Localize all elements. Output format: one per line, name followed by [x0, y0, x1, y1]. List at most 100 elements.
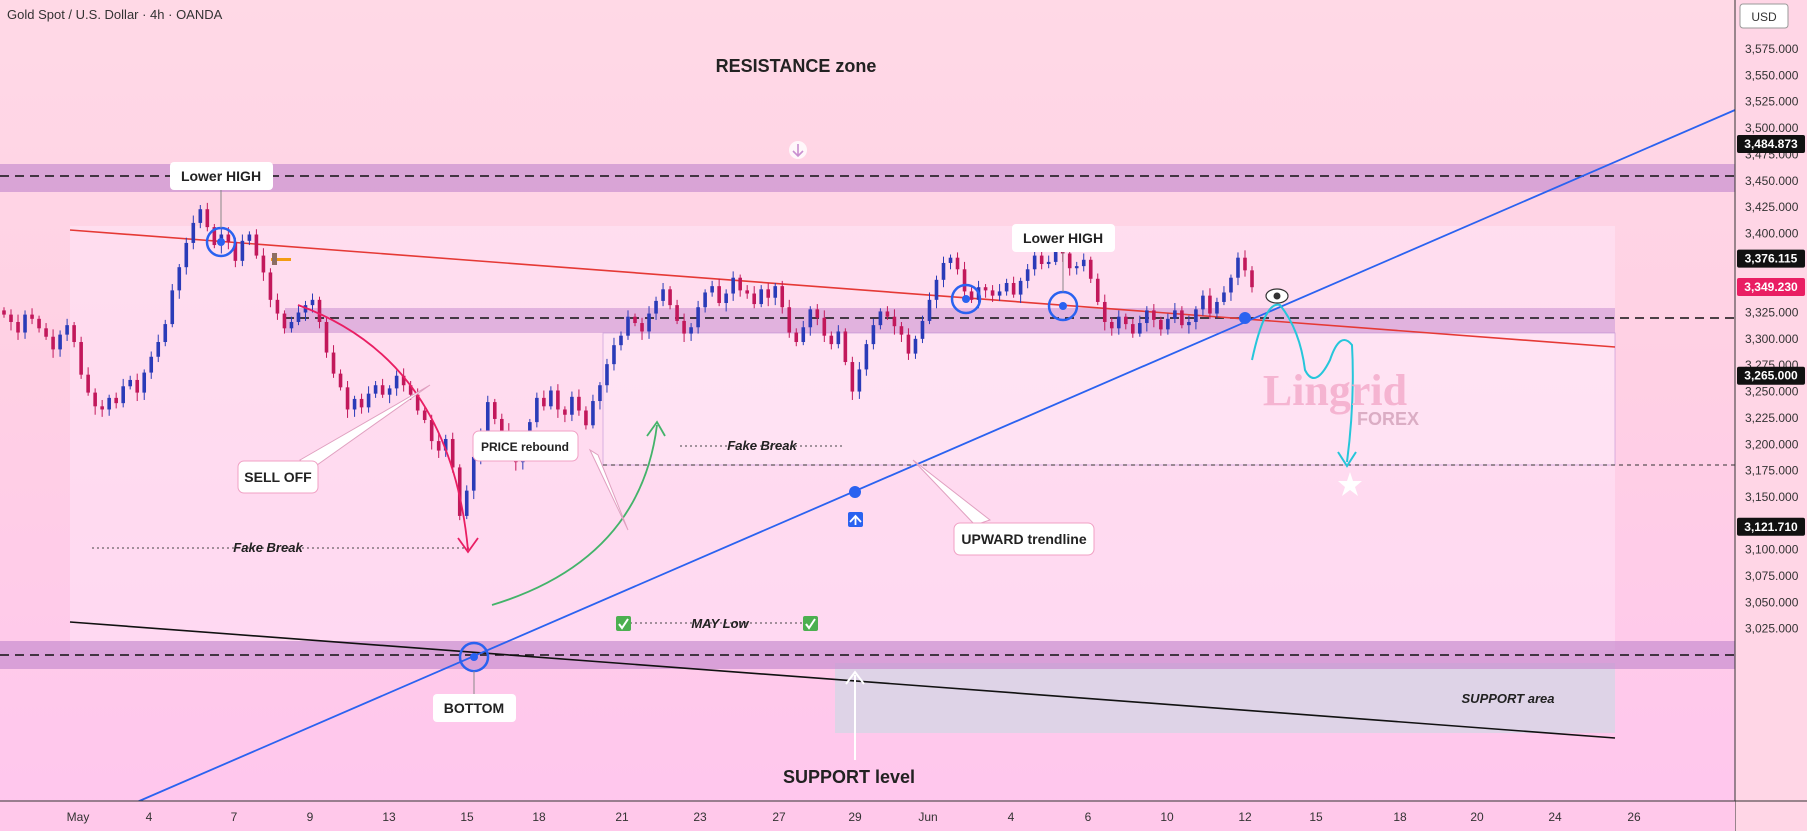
y-tick-label: 3,525.000 — [1745, 95, 1799, 109]
candle-body — [1236, 257, 1240, 278]
candle-body — [1109, 321, 1114, 329]
candle-body — [1187, 321, 1191, 326]
support-area-text: SUPPORT area — [1462, 691, 1555, 706]
candle-body — [654, 300, 658, 314]
candle-body — [808, 309, 813, 328]
resistance-zone-band — [0, 164, 1735, 192]
candle-body — [163, 324, 168, 343]
candle-body — [394, 375, 399, 389]
candle-body — [226, 234, 231, 242]
candle-body — [766, 289, 771, 298]
candle-body — [373, 385, 378, 394]
candle-body — [205, 209, 210, 228]
candle-body — [752, 293, 757, 305]
price-label: 3,349.230 — [1744, 280, 1798, 294]
candle-body — [626, 316, 630, 336]
candle-body — [836, 331, 841, 345]
candle-body — [591, 401, 595, 426]
currency-box[interactable]: USD — [1739, 3, 1789, 29]
candle-body — [1250, 270, 1254, 288]
x-tick-label: 4 — [1008, 810, 1015, 824]
candle-body — [1222, 292, 1226, 302]
candle-body — [822, 317, 827, 336]
price-label-bg — [1737, 249, 1805, 268]
trendline-touch-marker — [849, 486, 861, 498]
range-top-band — [285, 308, 1615, 333]
candle-body — [556, 390, 560, 410]
candle-body — [436, 441, 441, 451]
projection-path — [1251, 303, 1354, 463]
candle-body — [401, 375, 406, 386]
projection-arrowhead — [1337, 451, 1357, 468]
candle-body — [871, 325, 876, 345]
price-labels: 3,484.873 3,376.115 3,349.230 3,265.000 3,12… — [1737, 134, 1805, 536]
price-rebound-text: PRICE rebound — [481, 440, 569, 454]
candle-body — [114, 397, 118, 404]
price-label: 3,265.000 — [1744, 369, 1798, 383]
bottom-text: BOTTOM — [444, 700, 504, 716]
resistance-zone-label: RESISTANCE zone — [716, 56, 877, 76]
up-arrow-icon — [848, 512, 863, 527]
candle-body — [584, 410, 588, 426]
support-level-label: SUPPORT level — [783, 767, 915, 787]
candle-body — [422, 410, 427, 421]
x-tick-label: 13 — [382, 810, 396, 824]
fake-break-left-text: Fake Break — [233, 540, 303, 555]
y-tick-label: 3,550.000 — [1745, 68, 1799, 82]
candle-body — [51, 336, 55, 350]
candle-body — [380, 385, 385, 395]
candle-body — [485, 402, 490, 433]
price-axis[interactable]: 3,575.0003,550.0003,525.0003,500.0003,47… — [1745, 42, 1799, 636]
candle-body — [843, 331, 848, 363]
price-label-bg — [1737, 517, 1805, 536]
candle-body — [100, 406, 104, 410]
chart-title: Gold Spot / U.S. Dollar · 4h · OANDA — [7, 7, 223, 22]
candle-body — [352, 398, 357, 410]
candle-body — [675, 305, 679, 321]
upward-trendline — [129, 109, 1736, 806]
price-label: 3,121.710 — [1744, 520, 1798, 534]
price-label: 3,376.115 — [1745, 252, 1798, 266]
candle-body — [254, 234, 259, 256]
candle-body — [647, 313, 651, 332]
candle-body — [289, 321, 294, 329]
candle-body — [317, 299, 322, 322]
candle-body — [969, 291, 974, 300]
candle-body — [9, 314, 13, 322]
price-label-bg — [1737, 366, 1805, 385]
candle-body — [1194, 309, 1198, 322]
candle-body — [212, 227, 217, 246]
y-tick-label: 3,425.000 — [1745, 200, 1799, 214]
candle-body — [717, 286, 721, 304]
candle-body — [1095, 278, 1100, 302]
candle-body — [79, 342, 83, 375]
watermark-text: Lingrid — [1263, 366, 1407, 415]
candle-body — [934, 279, 939, 300]
candle-body — [1145, 310, 1149, 324]
candle-body — [703, 292, 707, 308]
candle-body — [1011, 282, 1016, 295]
fake-break-mid-text: Fake Break — [727, 438, 797, 453]
candle-body — [464, 490, 469, 516]
y-tick-label: 3,500.000 — [1745, 121, 1799, 135]
candle-body — [324, 321, 329, 353]
candle-body — [233, 241, 238, 261]
candle-body — [549, 390, 553, 407]
y-tick-label: 3,150.000 — [1745, 490, 1799, 504]
candle-body — [72, 325, 76, 343]
candle-body — [1081, 259, 1086, 267]
candle-body — [759, 289, 764, 305]
y-tick-label: 3,575.000 — [1745, 42, 1799, 56]
candle-body — [773, 286, 778, 298]
time-axis[interactable]: May 4 7 9 13 15 18 21 23 27 29 Jun 4 6 10 12 15 18 20 24 26 — [67, 810, 1641, 824]
candle-body — [30, 314, 34, 319]
lower-high-right-callout: Lower HIGH — [1012, 224, 1115, 252]
x-tick-label: 20 — [1470, 810, 1484, 824]
candle-body — [787, 307, 792, 333]
range-box — [602, 332, 1616, 466]
candle-body — [1004, 282, 1009, 292]
candle-body — [331, 352, 336, 374]
x-tick-label: 9 — [307, 810, 314, 824]
candle-body — [198, 209, 203, 223]
